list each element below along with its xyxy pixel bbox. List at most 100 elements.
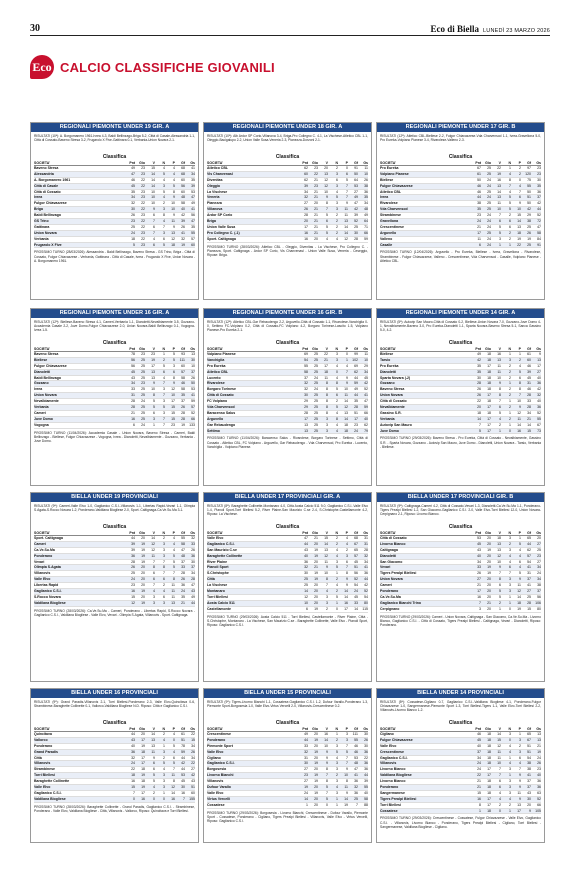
- stat-cell: 3: [153, 600, 155, 605]
- stat-cell: 6: [336, 393, 338, 398]
- stat-cell: 13: [344, 219, 348, 224]
- team-name: Vogogna: [34, 422, 49, 427]
- table-row: Gaglianico C.S.I. 44 20 14 2 4 67 31: [207, 541, 368, 548]
- team-name: Pro Eureka: [380, 363, 399, 368]
- stat-cell: 2: [509, 236, 511, 241]
- team-name: Vallorco: [34, 737, 48, 742]
- table-header: SOCIETA' Pnt Gio V N P Gf Gs: [207, 347, 368, 352]
- stat-cell: 23: [537, 166, 541, 170]
- stat-cell: 8: [153, 565, 155, 570]
- stat-cell: 11: [344, 785, 348, 790]
- stat-cell: 24: [354, 428, 358, 433]
- stat-cell: 4: [153, 589, 155, 594]
- stat-cell: 32: [537, 393, 541, 398]
- stat-cell: 22: [141, 236, 145, 241]
- stat-cell: 35: [191, 177, 195, 182]
- stat-cell: 5: [336, 594, 338, 599]
- stat-cell: 19: [141, 547, 145, 552]
- stat-cell: 20: [314, 755, 318, 760]
- stat-cell: 3: [336, 352, 338, 356]
- stat-cell: 54: [527, 755, 531, 760]
- stat-cell: 5: [346, 749, 348, 754]
- stat-cell: 2: [163, 583, 165, 588]
- team-name: Grand Paradis: [34, 749, 58, 754]
- stat-cell: 3: [509, 790, 511, 795]
- league-title: BIELLA UNDER 17 PROVINCIALI GIR. B: [377, 493, 544, 502]
- table-row: Grand Paradis 36 18 11 3 4 59 26: [34, 749, 195, 756]
- stat-cell: 45: [364, 375, 368, 380]
- stat-cell: 43: [191, 589, 195, 594]
- team-name: San Maurizio C.se: [207, 547, 237, 552]
- table-header: SOCIETA' Pnt Gio V N P Gf Gs: [207, 161, 368, 166]
- table-row: Union Novara 26 17 8 2 7 28 32: [380, 393, 541, 400]
- team-name: Virtus Vercelli: [207, 796, 231, 801]
- league-title: REGIONALI PIEMONTE UNDER 16 GIR. A: [31, 309, 198, 318]
- stat-cell: 25: [141, 405, 145, 410]
- stat-cell: 9: [499, 565, 501, 570]
- column-header: SOCIETA': [34, 347, 51, 351]
- stat-cell: 20: [314, 743, 318, 748]
- stat-cell: 16: [304, 230, 308, 235]
- stat-cell: 18: [487, 352, 491, 356]
- table-row: Pro Eureka 55 25 17 4 4 69 29: [207, 364, 368, 370]
- table-row: Villanova 26 21 7 3 11 42 48: [207, 207, 368, 214]
- stat-cell: 7: [499, 571, 501, 576]
- stat-cell: 36: [304, 559, 308, 564]
- stat-cell: 21: [314, 219, 318, 224]
- stat-cell: 4: [336, 583, 338, 588]
- stat-cell: 5: [173, 761, 175, 766]
- table-row: Baveno Stresa 49 23 15 4 4 68 41: [34, 166, 195, 172]
- table-row: Ponderano 17 20 5 3 12 27 37: [380, 589, 541, 595]
- stat-cell: 42: [191, 773, 195, 778]
- column-header: V: [325, 161, 328, 165]
- table-row: Divenitas 62 21 12 6 5 64 26: [207, 178, 368, 184]
- stat-cell: 20: [314, 785, 318, 790]
- stat-cell: 24: [314, 387, 318, 392]
- standings-table: Città di Cossato 53 20 18 3 1 65 20 Livorno Bian…: [377, 536, 544, 613]
- stat-cell: 15: [131, 785, 135, 790]
- stat-cell: 10: [151, 189, 155, 194]
- next-round-text: PROSSIMO TURNO (11/04/2026): Accademia C…: [34, 430, 195, 443]
- stat-cell: 21: [314, 565, 318, 570]
- stat-cell: 5: [336, 405, 338, 410]
- results-text: RISULTATI (9ª): Caltignaga-Cameri 4-2, C…: [380, 504, 541, 517]
- column-header: Gio: [139, 347, 145, 351]
- stat-cell: 17: [487, 416, 491, 421]
- stat-cell: 25: [537, 547, 541, 552]
- stat-cell: 17: [141, 755, 145, 760]
- stat-cell: 43: [131, 375, 135, 380]
- stat-cell: 5: [326, 230, 328, 235]
- team-name: Pianoli Sport: [207, 565, 229, 570]
- stat-cell: 0: [336, 369, 338, 374]
- stat-cell: 3: [346, 553, 348, 558]
- stat-cell: 5: [153, 405, 155, 410]
- stat-cell: 7: [346, 189, 348, 194]
- stat-cell: 17: [487, 773, 491, 778]
- stat-cell: 3: [336, 743, 338, 748]
- stat-cell: 7: [519, 767, 521, 772]
- stat-cell: 6: [519, 559, 521, 564]
- team-name: Vevari: [34, 559, 45, 564]
- stat-cell: 19: [487, 547, 491, 552]
- stat-cell: 5: [163, 189, 165, 194]
- team-name: Fulgor Chiavazzese: [380, 737, 413, 742]
- stat-cell: 9: [346, 375, 348, 380]
- stat-cell: 23: [141, 213, 145, 218]
- column-header: Gf: [354, 531, 358, 535]
- team-name: Gaglianico C.S.I.: [34, 589, 62, 594]
- stat-cell: 0: [499, 808, 501, 813]
- stat-cell: 4: [346, 541, 348, 546]
- table-row: Valdilana Biogliese 0 16 0 0 16 7 155: [34, 796, 195, 803]
- table-row: Fulgor Chiavazzese 46 24 13 7 4 55 35: [380, 183, 541, 190]
- stat-cell: 41: [181, 230, 185, 235]
- table-row: Aosta Calcio 511 10 20 3 1 16 33 80: [207, 600, 368, 607]
- stat-cell: 54: [527, 559, 531, 564]
- stat-cell: 17: [141, 790, 145, 795]
- stat-cell: 55: [354, 737, 358, 742]
- stat-cell: 26: [191, 547, 195, 552]
- team-name: Frugarolo X Five: [34, 242, 62, 247]
- team-name: Quincitava: [34, 732, 52, 736]
- stat-cell: 26: [131, 213, 135, 218]
- stat-cell: 13: [304, 422, 308, 427]
- team-name: Ca.Ve.Su.Ma: [34, 547, 55, 552]
